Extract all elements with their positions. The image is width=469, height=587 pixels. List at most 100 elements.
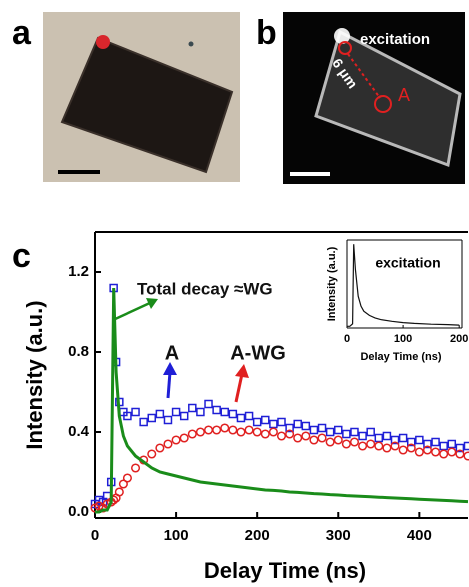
data-point [325, 437, 335, 447]
data-point [236, 427, 246, 437]
data-point [236, 413, 246, 423]
data-line [347, 244, 460, 327]
y-axis-label: Intensity (a.u.) [326, 246, 338, 321]
data-point [268, 427, 278, 437]
data-point [179, 433, 189, 443]
data-point [212, 425, 222, 435]
data-point [309, 435, 319, 445]
data-point [123, 411, 132, 421]
x-axis-label: Delay Time (ns) [360, 351, 441, 363]
data-point [261, 415, 270, 425]
data-point [188, 403, 197, 413]
data-point [212, 405, 221, 415]
data-point [220, 423, 230, 433]
x-tick-label: 300 [326, 527, 351, 544]
data-point [228, 409, 238, 419]
data-point [203, 425, 214, 435]
data-point [252, 427, 262, 437]
data-point [309, 425, 319, 435]
data-point [220, 407, 229, 417]
data-point [342, 429, 351, 439]
data-point [163, 439, 173, 449]
data-point [179, 411, 189, 421]
data-point [358, 441, 368, 451]
panel-label: b [256, 14, 277, 52]
data-point [155, 409, 165, 419]
y-tick-label: 0.0 [68, 503, 89, 520]
data-point [196, 407, 205, 417]
data-point [269, 419, 278, 429]
y-tick-label: 1.2 [68, 263, 89, 280]
data-point [301, 421, 311, 431]
data-point [341, 439, 351, 449]
data-point [301, 431, 311, 441]
data-point [374, 441, 384, 451]
data-point [285, 429, 295, 439]
annotation: excitation [360, 31, 430, 48]
data-point [447, 439, 457, 449]
data-point [431, 437, 440, 447]
data-point [293, 419, 302, 429]
panel-label: a [12, 14, 32, 52]
data-point [439, 449, 449, 459]
data-point [277, 417, 286, 427]
x-tick-label: 400 [407, 527, 432, 544]
series-label: Total decay ≈WG [137, 279, 273, 298]
x-tick-label: 100 [164, 527, 189, 544]
x-tick-label: 0 [91, 527, 99, 544]
data-point [147, 413, 157, 423]
x-axis-label: Delay Time (ns) [204, 558, 366, 583]
data-point [463, 441, 469, 451]
data-point [390, 441, 400, 451]
data-point [334, 425, 343, 435]
data-point [195, 427, 205, 437]
x-tick-label: 200 [450, 333, 468, 345]
data-point [118, 479, 128, 489]
data-point [382, 443, 392, 453]
data-point [374, 433, 384, 443]
data-point [350, 427, 359, 437]
data-point [293, 433, 303, 443]
data-point [431, 447, 441, 457]
data-point [414, 447, 424, 457]
arrow-head [163, 362, 177, 375]
data-point [130, 463, 141, 473]
data-point [155, 443, 165, 453]
data-point [406, 443, 416, 453]
data-line [95, 287, 469, 514]
data-point [163, 415, 173, 425]
excitation-glow [334, 28, 350, 44]
data-point [447, 447, 457, 457]
data-point [382, 431, 392, 441]
data-point [252, 417, 262, 427]
data-point [228, 425, 238, 435]
data-point [390, 435, 400, 445]
data-point [398, 433, 408, 443]
data-point [139, 417, 148, 427]
data-point [317, 433, 327, 443]
data-point [244, 425, 254, 435]
data-point [406, 437, 416, 447]
chart-title: excitation [375, 255, 440, 271]
arrow-head [235, 364, 249, 378]
data-point [415, 435, 424, 445]
data-point [333, 435, 343, 445]
panel-label: c [12, 237, 31, 275]
crystal [60, 36, 234, 174]
y-tick-label: 0.8 [68, 343, 89, 360]
data-point [260, 429, 270, 439]
series-label: A [165, 342, 179, 364]
point-marker [374, 95, 392, 113]
data-point [398, 445, 408, 455]
data-point [187, 429, 197, 439]
data-point [147, 449, 157, 459]
particle [188, 41, 194, 47]
y-axis-label: Intensity (a.u.) [22, 300, 47, 449]
arrow [112, 300, 153, 322]
annotation: A [398, 85, 410, 105]
data-point [439, 441, 448, 451]
data-point [114, 487, 124, 497]
data-point [131, 407, 140, 417]
data-point [423, 439, 432, 449]
